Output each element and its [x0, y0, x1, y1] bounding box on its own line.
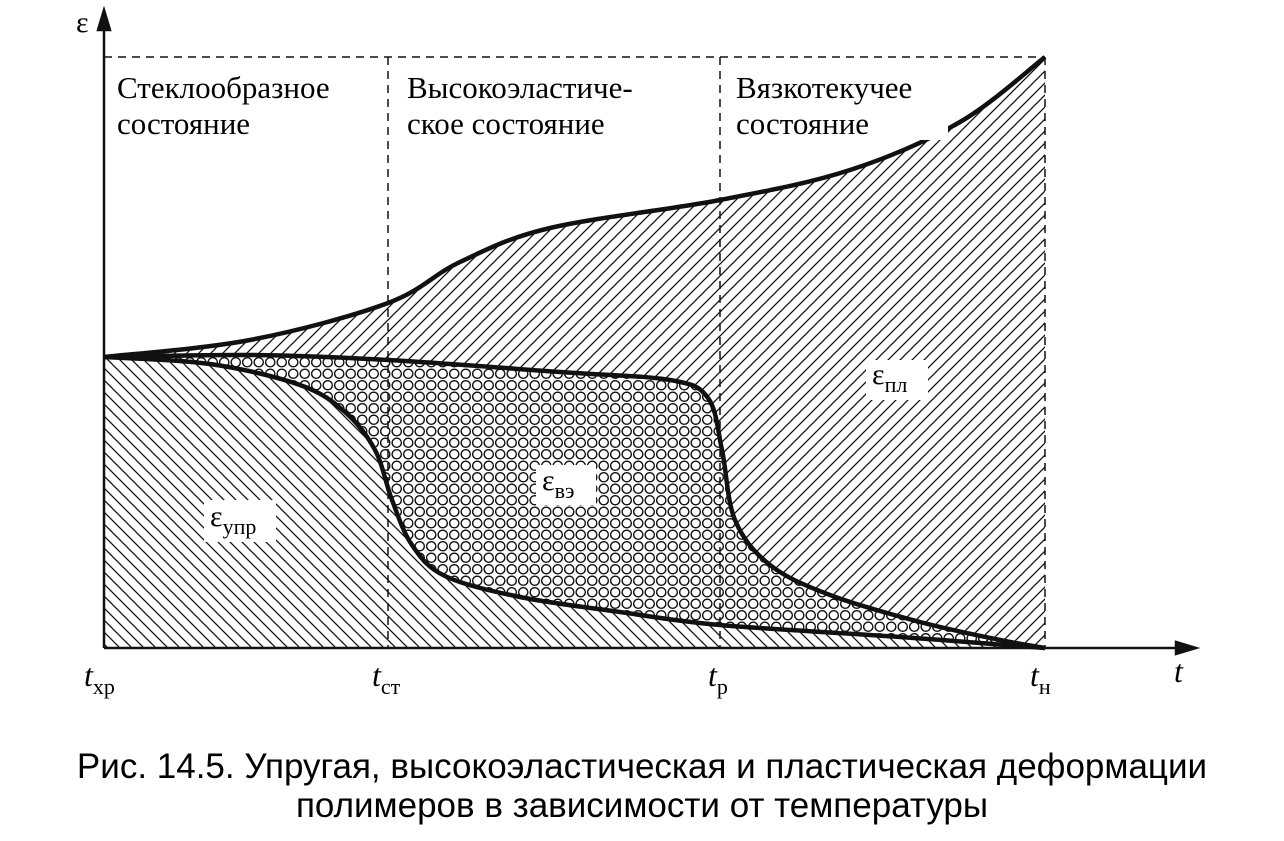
subscript: н [1039, 674, 1051, 699]
label-bg [536, 465, 596, 505]
subscript: ст [381, 674, 401, 699]
region-label: Вязкотекучее [736, 70, 912, 105]
arrow [1174, 640, 1201, 656]
x-tick-label: tн [1030, 657, 1051, 699]
curve [103, 354, 1046, 651]
region-label: состояние [736, 106, 869, 141]
symbol: ε [872, 358, 885, 391]
elastic-area [104, 357, 1045, 648]
curve [103, 352, 1046, 651]
area-label: εупр [210, 500, 256, 539]
plastic-area [104, 57, 1045, 648]
curves [103, 55, 1047, 651]
arrow [96, 5, 112, 32]
label-bg [866, 360, 928, 400]
x-tick-label: tст [372, 657, 401, 699]
guides [104, 56, 1046, 648]
area-label: εпл [872, 358, 907, 397]
symbol: t [708, 657, 718, 693]
caption: Рис. 14.5. Упругая, высокоэластическая и… [77, 747, 1207, 786]
axes [96, 5, 1201, 656]
symbol: ε [210, 500, 223, 533]
subscript: р [717, 674, 728, 699]
symbol: t [84, 657, 94, 693]
subscript: пл [885, 372, 908, 397]
symbol: t [1030, 657, 1040, 693]
subscript: вэ [555, 478, 575, 503]
area-label: εвэ [542, 464, 574, 503]
x-axis-label: t [1174, 653, 1184, 689]
subscript: хр [93, 674, 115, 699]
y-axis-label: ε [76, 6, 89, 39]
caption: полимеров в зависимости от температуры [296, 786, 988, 825]
label-bg [726, 68, 948, 140]
label-bg [106, 68, 382, 150]
region-label: состояние [117, 106, 250, 141]
subscript: упр [223, 514, 257, 539]
x-tick-label: tр [708, 657, 728, 699]
curve [103, 55, 1047, 360]
x-tick-label: tхр [84, 657, 115, 699]
region-label: ское состояние [407, 106, 605, 141]
symbol: ε [542, 464, 555, 497]
label-bg [204, 500, 276, 542]
region-label: Высокоэластиче- [407, 70, 633, 105]
symbol: t [372, 657, 382, 693]
region-label: Стеклообразное [117, 70, 330, 105]
